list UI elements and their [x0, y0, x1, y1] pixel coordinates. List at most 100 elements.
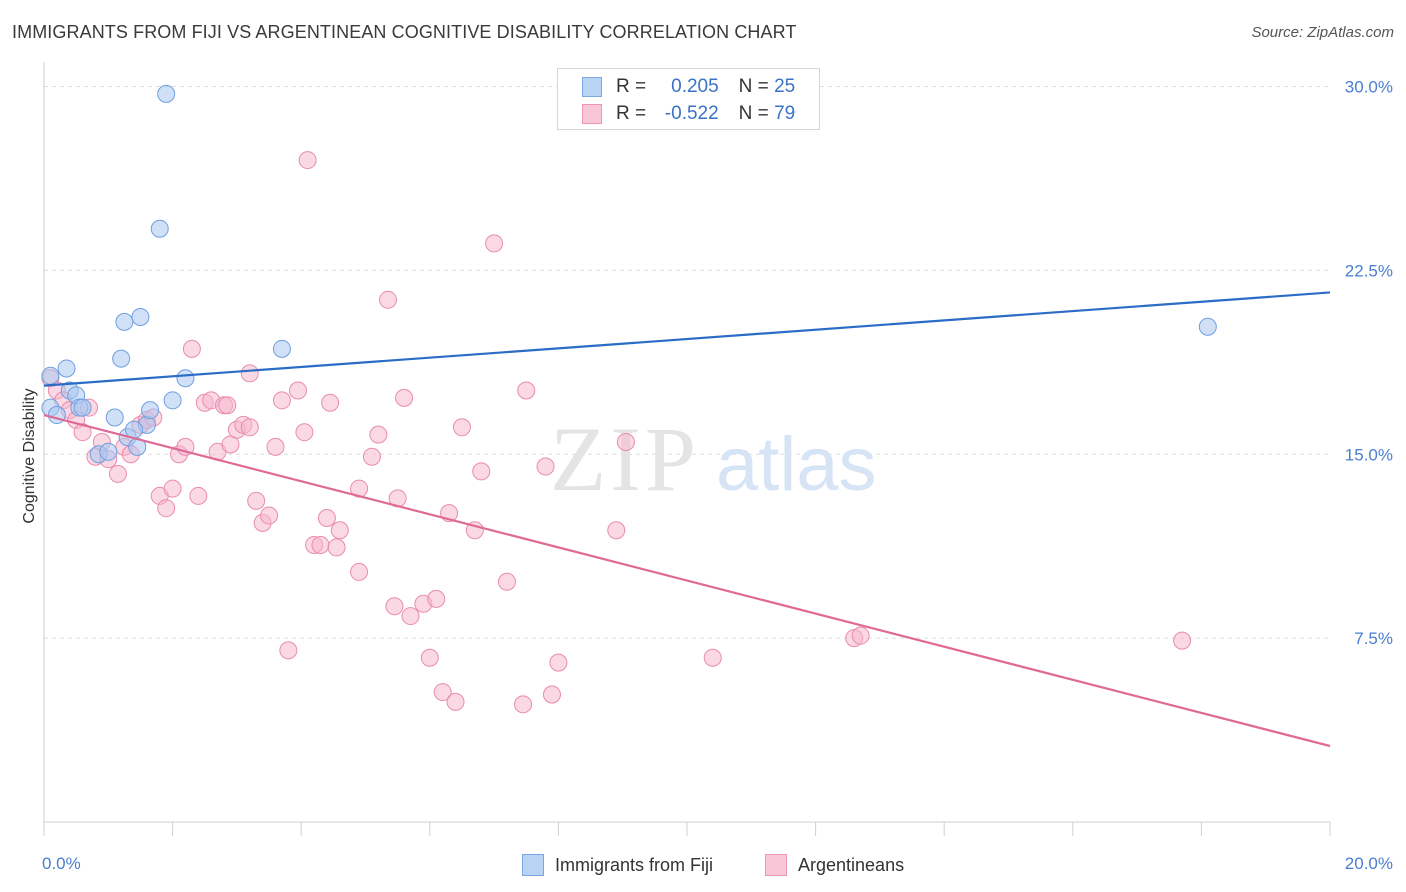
- y-tick-labels: 7.5% 15.0% 22.5% 30.0%: [1345, 78, 1393, 649]
- argentineans-point-56: [433, 683, 452, 702]
- correlation-legend: R = 0.205 N = 25 R = -0.522 N = 79: [557, 68, 820, 130]
- fiji-points: [41, 84, 1217, 464]
- argentineans-point-5: [73, 423, 92, 442]
- legend-argentineans-label: Argentineans: [798, 854, 905, 875]
- fiji-point-15: [131, 307, 150, 326]
- y-tick-label-0: 7.5%: [1354, 629, 1393, 648]
- argentineans-point-75: [240, 418, 259, 437]
- arg-r-label: R =: [616, 103, 647, 124]
- fiji-point-10: [105, 408, 124, 427]
- argentineans-point-21: [182, 339, 201, 358]
- fiji-swatch: [582, 77, 602, 97]
- fiji-r-value: 0.205: [671, 76, 719, 97]
- argentineans-point-67: [542, 685, 561, 704]
- argentineans-point-52: [401, 607, 420, 626]
- y-axis-label: Cognitive Disability: [21, 388, 38, 523]
- fiji-n-value: 25: [774, 76, 796, 97]
- legend-row-argentineans: R = -0.522 N = 79: [582, 101, 795, 127]
- y-tick-label-1: 15.0%: [1345, 445, 1393, 464]
- argentineans-point-50: [385, 597, 404, 616]
- argentineans-point-37: [288, 381, 307, 400]
- argentineans-point-69: [607, 521, 626, 540]
- argentineans-point-71: [703, 648, 722, 667]
- fiji-trend-line: [43, 291, 1331, 387]
- x-tick-label-1: 20.0%: [1345, 854, 1393, 873]
- argentineans-point-73: [851, 626, 870, 645]
- argentineans-point-22: [189, 486, 208, 505]
- argentineans-point-35: [272, 391, 291, 410]
- x-tick-labels: 0.0% 20.0%: [42, 854, 1393, 873]
- fiji-point-11: [112, 349, 131, 368]
- argentineans-point-39: [298, 151, 317, 170]
- argentineans-point-47: [362, 447, 381, 466]
- argentineans-point-44: [327, 538, 346, 557]
- legend-item-argentineans: Argentineans: [765, 852, 904, 878]
- argentineans-point-70: [616, 433, 635, 451]
- argentineans-point-74: [1173, 631, 1192, 650]
- fiji-point-9: [99, 442, 118, 461]
- fiji-point-20: [163, 391, 182, 410]
- argentineans-point-36: [279, 641, 298, 660]
- fiji-point-22: [272, 339, 291, 358]
- argentineans-point-45: [330, 521, 349, 540]
- argentineans-trend-line: [43, 413, 1331, 748]
- watermark-atlas: atlas: [716, 422, 877, 507]
- argentineans-point-49: [379, 290, 398, 309]
- axes: [43, 62, 1331, 836]
- fiji-point-17: [141, 401, 160, 420]
- arg-r-value: -0.522: [664, 103, 719, 124]
- argentineans-point-48: [369, 425, 388, 444]
- watermark-zip: ZIP: [550, 408, 700, 510]
- fiji-r-label: R =: [616, 76, 647, 97]
- grid-lines: [44, 86, 1330, 639]
- legend-row-fiji: R = 0.205 N = 25: [582, 74, 795, 100]
- fiji-point-18: [150, 219, 169, 238]
- argentineans-swatch: [582, 104, 602, 124]
- argentineans-point-31: [247, 491, 266, 510]
- argentineans-point-62: [485, 234, 504, 253]
- argentineans-point-76: [218, 396, 237, 415]
- argentineans-point-51: [395, 388, 414, 407]
- argentineans-point-46: [350, 562, 369, 581]
- argentineans-point-18: [163, 479, 182, 498]
- argentineans-point-41: [311, 535, 330, 554]
- argentineans-point-61: [472, 462, 491, 481]
- trend-lines: [43, 291, 1331, 748]
- x-tick-label-0: 0.0%: [42, 854, 81, 873]
- arg-n-value: 79: [774, 103, 796, 124]
- fiji-point-3: [57, 359, 76, 378]
- argentineans-point-54: [420, 648, 439, 667]
- argentineans-point-66: [536, 457, 555, 476]
- legend-fiji-label: Immigrants from Fiji: [555, 854, 714, 875]
- fiji-n-label: N =: [738, 76, 769, 97]
- fiji-point-21: [176, 369, 195, 388]
- fiji-point-23: [1198, 317, 1217, 336]
- argentineans-point-68: [549, 653, 568, 672]
- y-tick-label-3: 30.0%: [1345, 78, 1393, 97]
- source-credit: Source: ZipAtlas.com: [1251, 24, 1394, 41]
- argentineans-point-59: [452, 418, 471, 437]
- fiji-point-0: [41, 366, 60, 385]
- argentineans-point-30: [240, 364, 259, 383]
- chart-title: IMMIGRANTS FROM FIJI VS ARGENTINEAN COGN…: [12, 22, 797, 42]
- argentineans-point-55: [427, 589, 446, 608]
- arg-n-label: N =: [738, 103, 769, 124]
- argentineans-point-65: [517, 381, 536, 400]
- argentineans-point-43: [321, 393, 340, 412]
- fiji-point-19: [157, 84, 176, 103]
- argentineans-point-10: [108, 464, 127, 483]
- argentineans-point-64: [514, 695, 533, 714]
- watermark: ZIP atlas: [550, 408, 877, 510]
- argentineans-point-34: [266, 437, 285, 456]
- y-tick-label-2: 22.5%: [1345, 261, 1393, 280]
- argentineans-point-33: [260, 506, 279, 525]
- argentineans-point-38: [295, 423, 314, 442]
- argentineans-point-58: [446, 692, 465, 711]
- argentineans-point-42: [317, 509, 336, 527]
- argentineans-point-63: [497, 572, 516, 591]
- fiji-point-12: [115, 312, 134, 331]
- legend-fiji-swatch: [522, 854, 544, 876]
- legend-item-fiji: Immigrants from Fiji: [522, 852, 713, 878]
- argentineans-point-17: [157, 499, 176, 518]
